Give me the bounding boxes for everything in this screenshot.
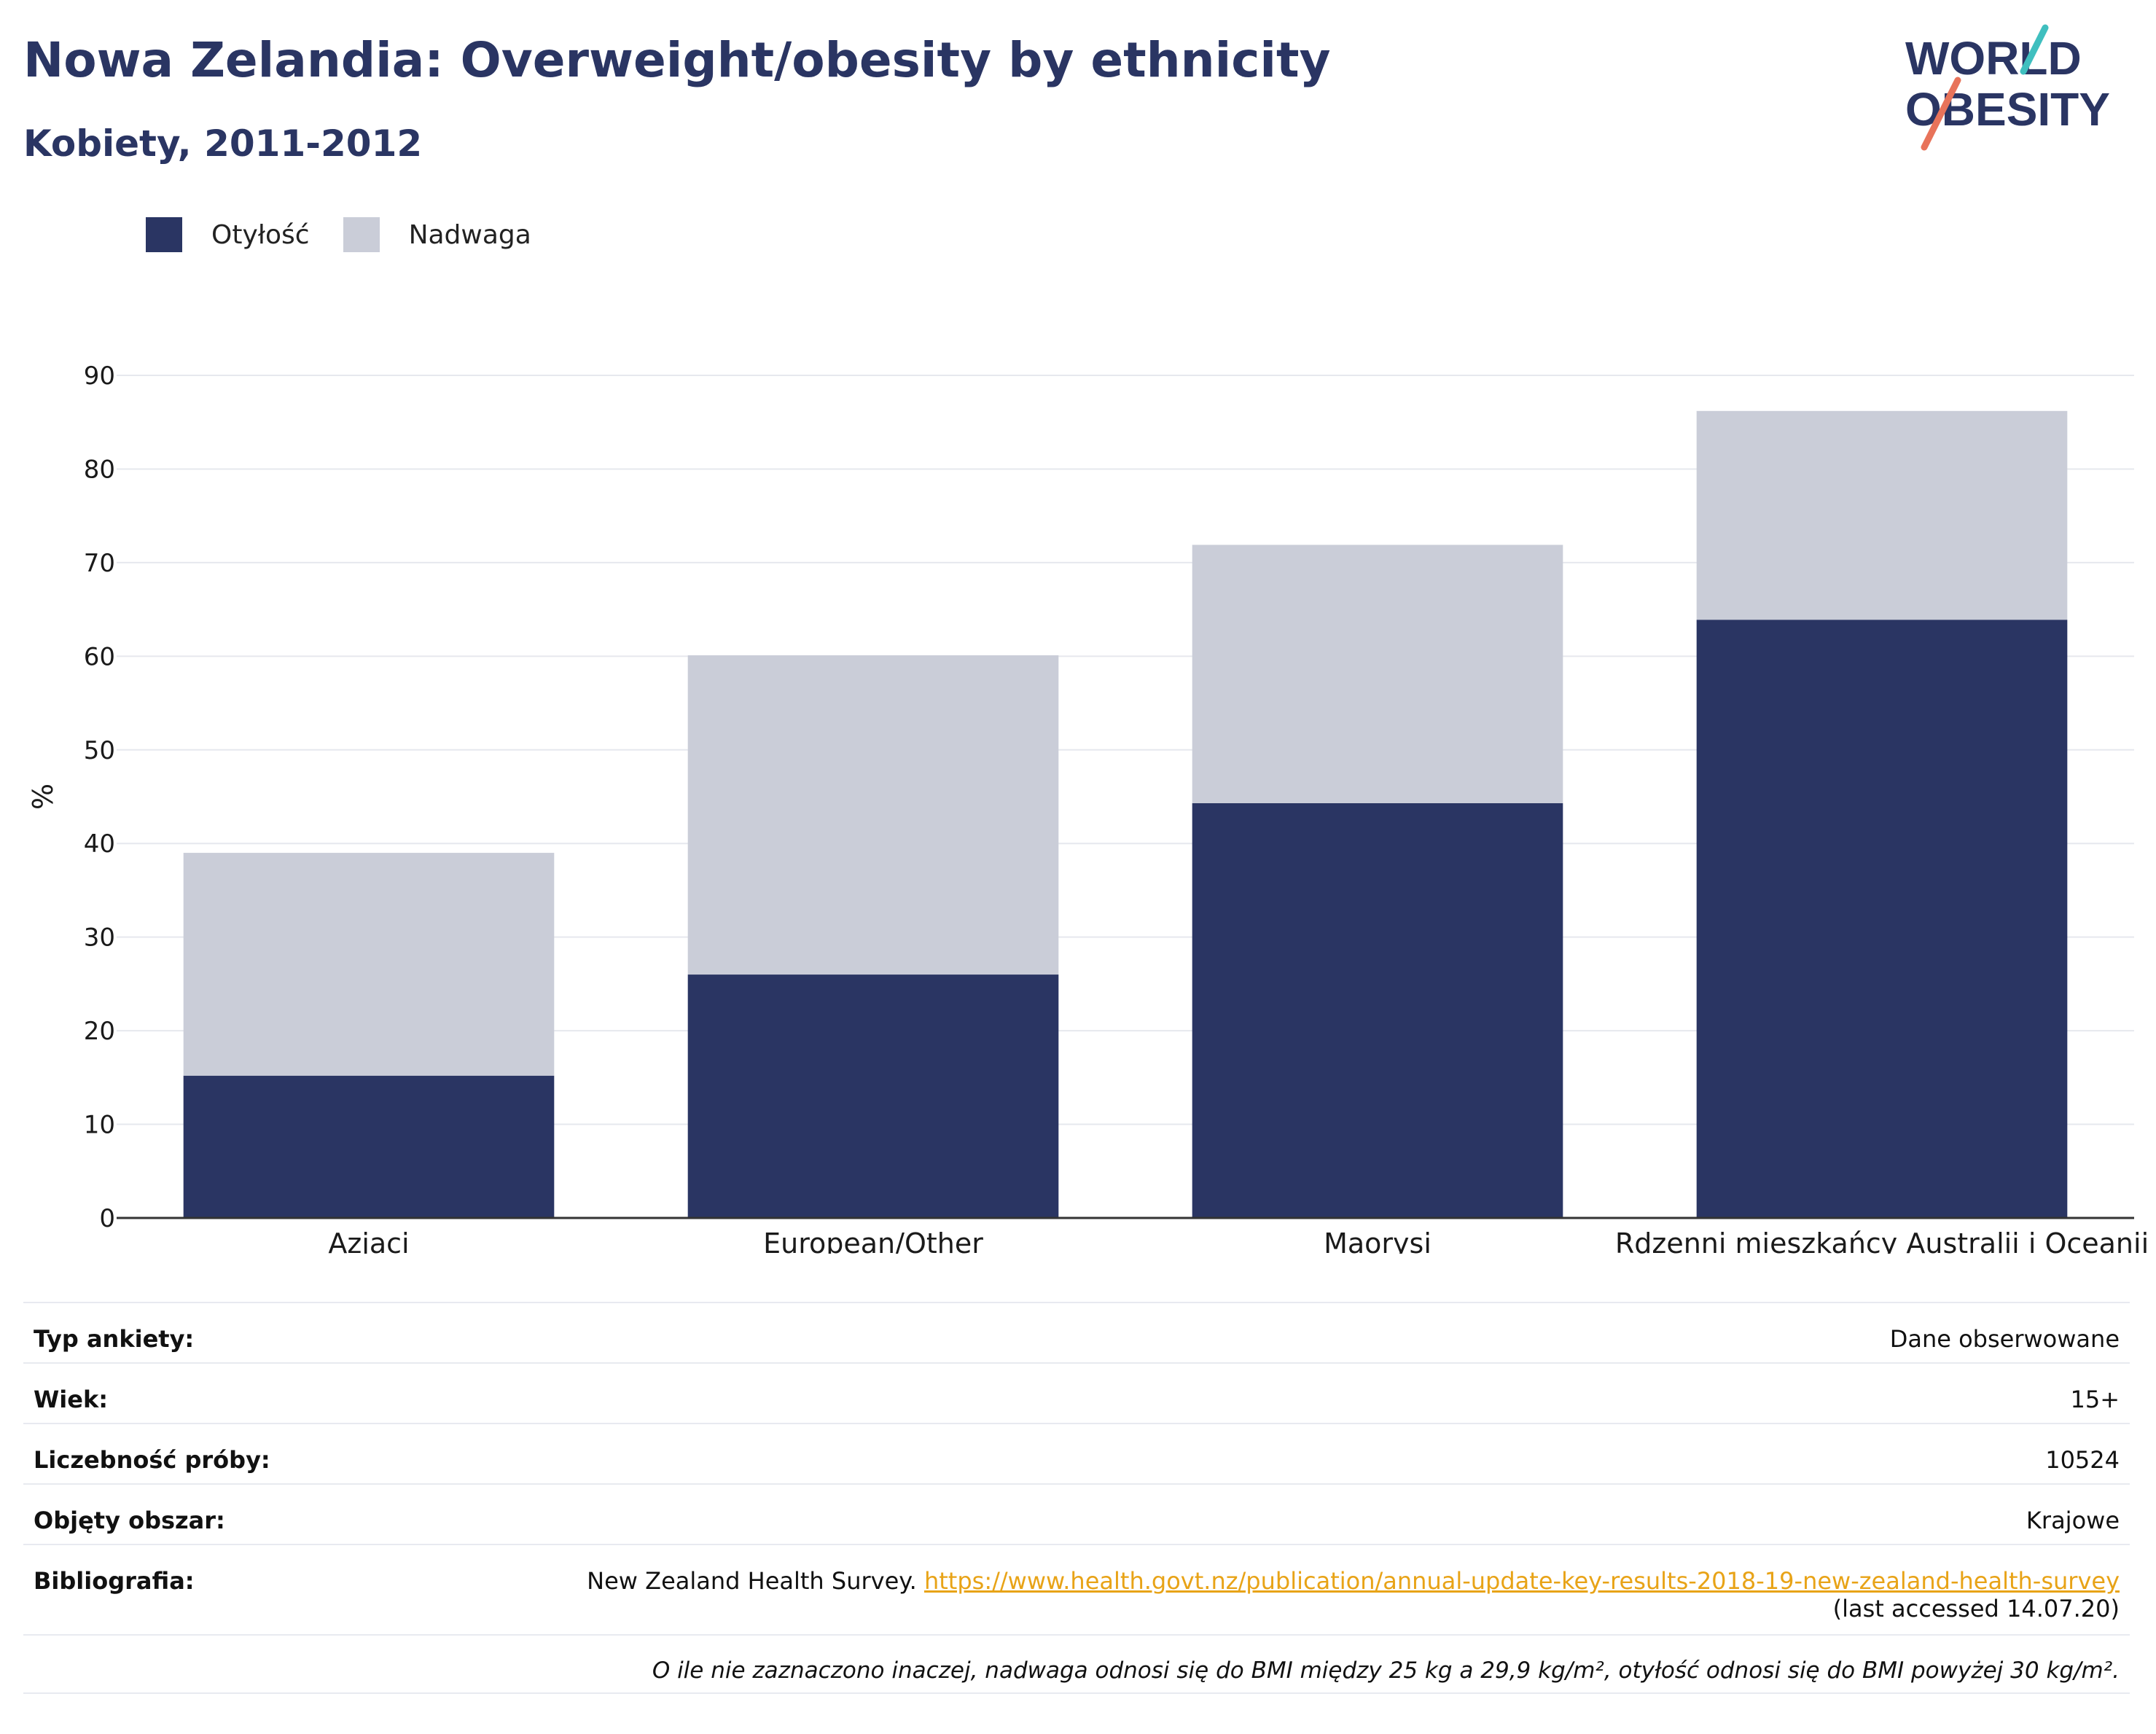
bar-overweight-0[interactable]: [183, 853, 555, 1076]
logo-text-obesity: OBESITY: [1905, 83, 2110, 136]
bar-obesity-2[interactable]: [1192, 802, 1563, 1218]
bibliography-value: New Zealand Health Survey. https://www.h…: [587, 1567, 2120, 1622]
bar-overweight-3[interactable]: [1696, 410, 2068, 620]
bar-obesity-1[interactable]: [687, 975, 1059, 1218]
sample-value: 10524: [2045, 1446, 2120, 1474]
bibliography-link[interactable]: https://www.health.govt.nz/publication/a…: [923, 1567, 2120, 1595]
axes: 0 10 20 30 40 50 60 70 80 90% Azjaci European/Other…: [27, 362, 2149, 1254]
bmi-definition-note: O ile nie zaznaczono inaczej, nadwaga od…: [652, 1657, 2120, 1684]
x-tick-label: Azjaci: [328, 1227, 409, 1254]
legend-swatch-obesity: [146, 217, 182, 252]
info-row-bibliography: Bibliografia: New Zealand Health Survey.…: [23, 1544, 2130, 1634]
y-tick-label: 90: [84, 362, 115, 391]
y-axis-title: %: [27, 784, 59, 810]
bar-overweight-1[interactable]: [687, 655, 1059, 975]
bibliography-label: Bibliografia:: [34, 1567, 195, 1595]
bar-chart: 0 10 20 30 40 50 60 70 80 90% Azjaci European/Other…: [27, 362, 2149, 1254]
y-tick-label: 10: [84, 1111, 115, 1140]
info-row-note: O ile nie zaznaczono inaczej, nadwaga od…: [23, 1634, 2130, 1694]
y-tick-label: 30: [84, 923, 115, 953]
area-label: Objęty obszar:: [34, 1507, 225, 1534]
y-tick-label: 20: [84, 1017, 115, 1046]
info-row-sample: Liczebność próby: 10524: [23, 1423, 2130, 1483]
chart-legend: Otyłość Nadwaga: [146, 217, 565, 252]
age-label: Wiek:: [34, 1386, 109, 1413]
bibliography-text: New Zealand Health Survey.: [587, 1567, 917, 1595]
x-tick-label: Rdzenni mieszkańcy Australii i Oceanii: [1615, 1227, 2149, 1254]
info-row-area: Objęty obszar: Krajowe: [23, 1483, 2130, 1544]
world-obesity-logo: WORLD OBESITY: [1905, 24, 2110, 151]
page-title: Nowa Zelandia: Overweight/obesity by eth…: [23, 32, 1331, 88]
x-tick-label: European/Other: [763, 1227, 983, 1254]
survey-type-label: Typ ankiety:: [34, 1325, 195, 1353]
x-tick-label: Maorysi: [1324, 1227, 1432, 1254]
logo-slash-coral: [1921, 77, 1961, 151]
logo-slash-teal: [2020, 24, 2049, 75]
info-table: Typ ankiety: Dane obserwowane Wiek: 15+ …: [23, 1302, 2130, 1694]
info-row-survey-type: Typ ankiety: Dane obserwowane: [23, 1302, 2130, 1362]
bar-obesity-0[interactable]: [183, 1075, 555, 1218]
info-row-age: Wiek: 15+: [23, 1362, 2130, 1423]
age-value: 15+: [2070, 1386, 2120, 1413]
y-tick-label: 40: [84, 829, 115, 859]
y-tick-label: 70: [84, 549, 115, 578]
y-tick-label: 80: [84, 455, 115, 484]
y-tick-label: 60: [84, 642, 115, 671]
logo-text-world: WORLD: [1905, 32, 2082, 85]
legend-label-obesity: Otyłość: [211, 219, 310, 250]
legend-label-overweight: Nadwaga: [408, 219, 531, 250]
y-tick-label: 50: [84, 736, 115, 765]
bar-obesity-3[interactable]: [1696, 620, 2068, 1218]
survey-type-value: Dane obserwowane: [1889, 1325, 2120, 1353]
area-value: Krajowe: [2026, 1507, 2120, 1534]
bar-overweight-2[interactable]: [1192, 544, 1563, 803]
page-subtitle: Kobiety, 2011-2012: [23, 122, 423, 165]
sample-label: Liczebność próby:: [34, 1446, 270, 1474]
bibliography-accessed: (last accessed 14.07.20): [1832, 1595, 2120, 1622]
bars: [183, 410, 2068, 1218]
legend-swatch-overweight: [343, 217, 380, 252]
y-tick-label: 0: [99, 1204, 115, 1233]
legend-item-obesity[interactable]: Otyłość: [146, 217, 310, 252]
legend-item-overweight[interactable]: Nadwaga: [343, 217, 531, 252]
